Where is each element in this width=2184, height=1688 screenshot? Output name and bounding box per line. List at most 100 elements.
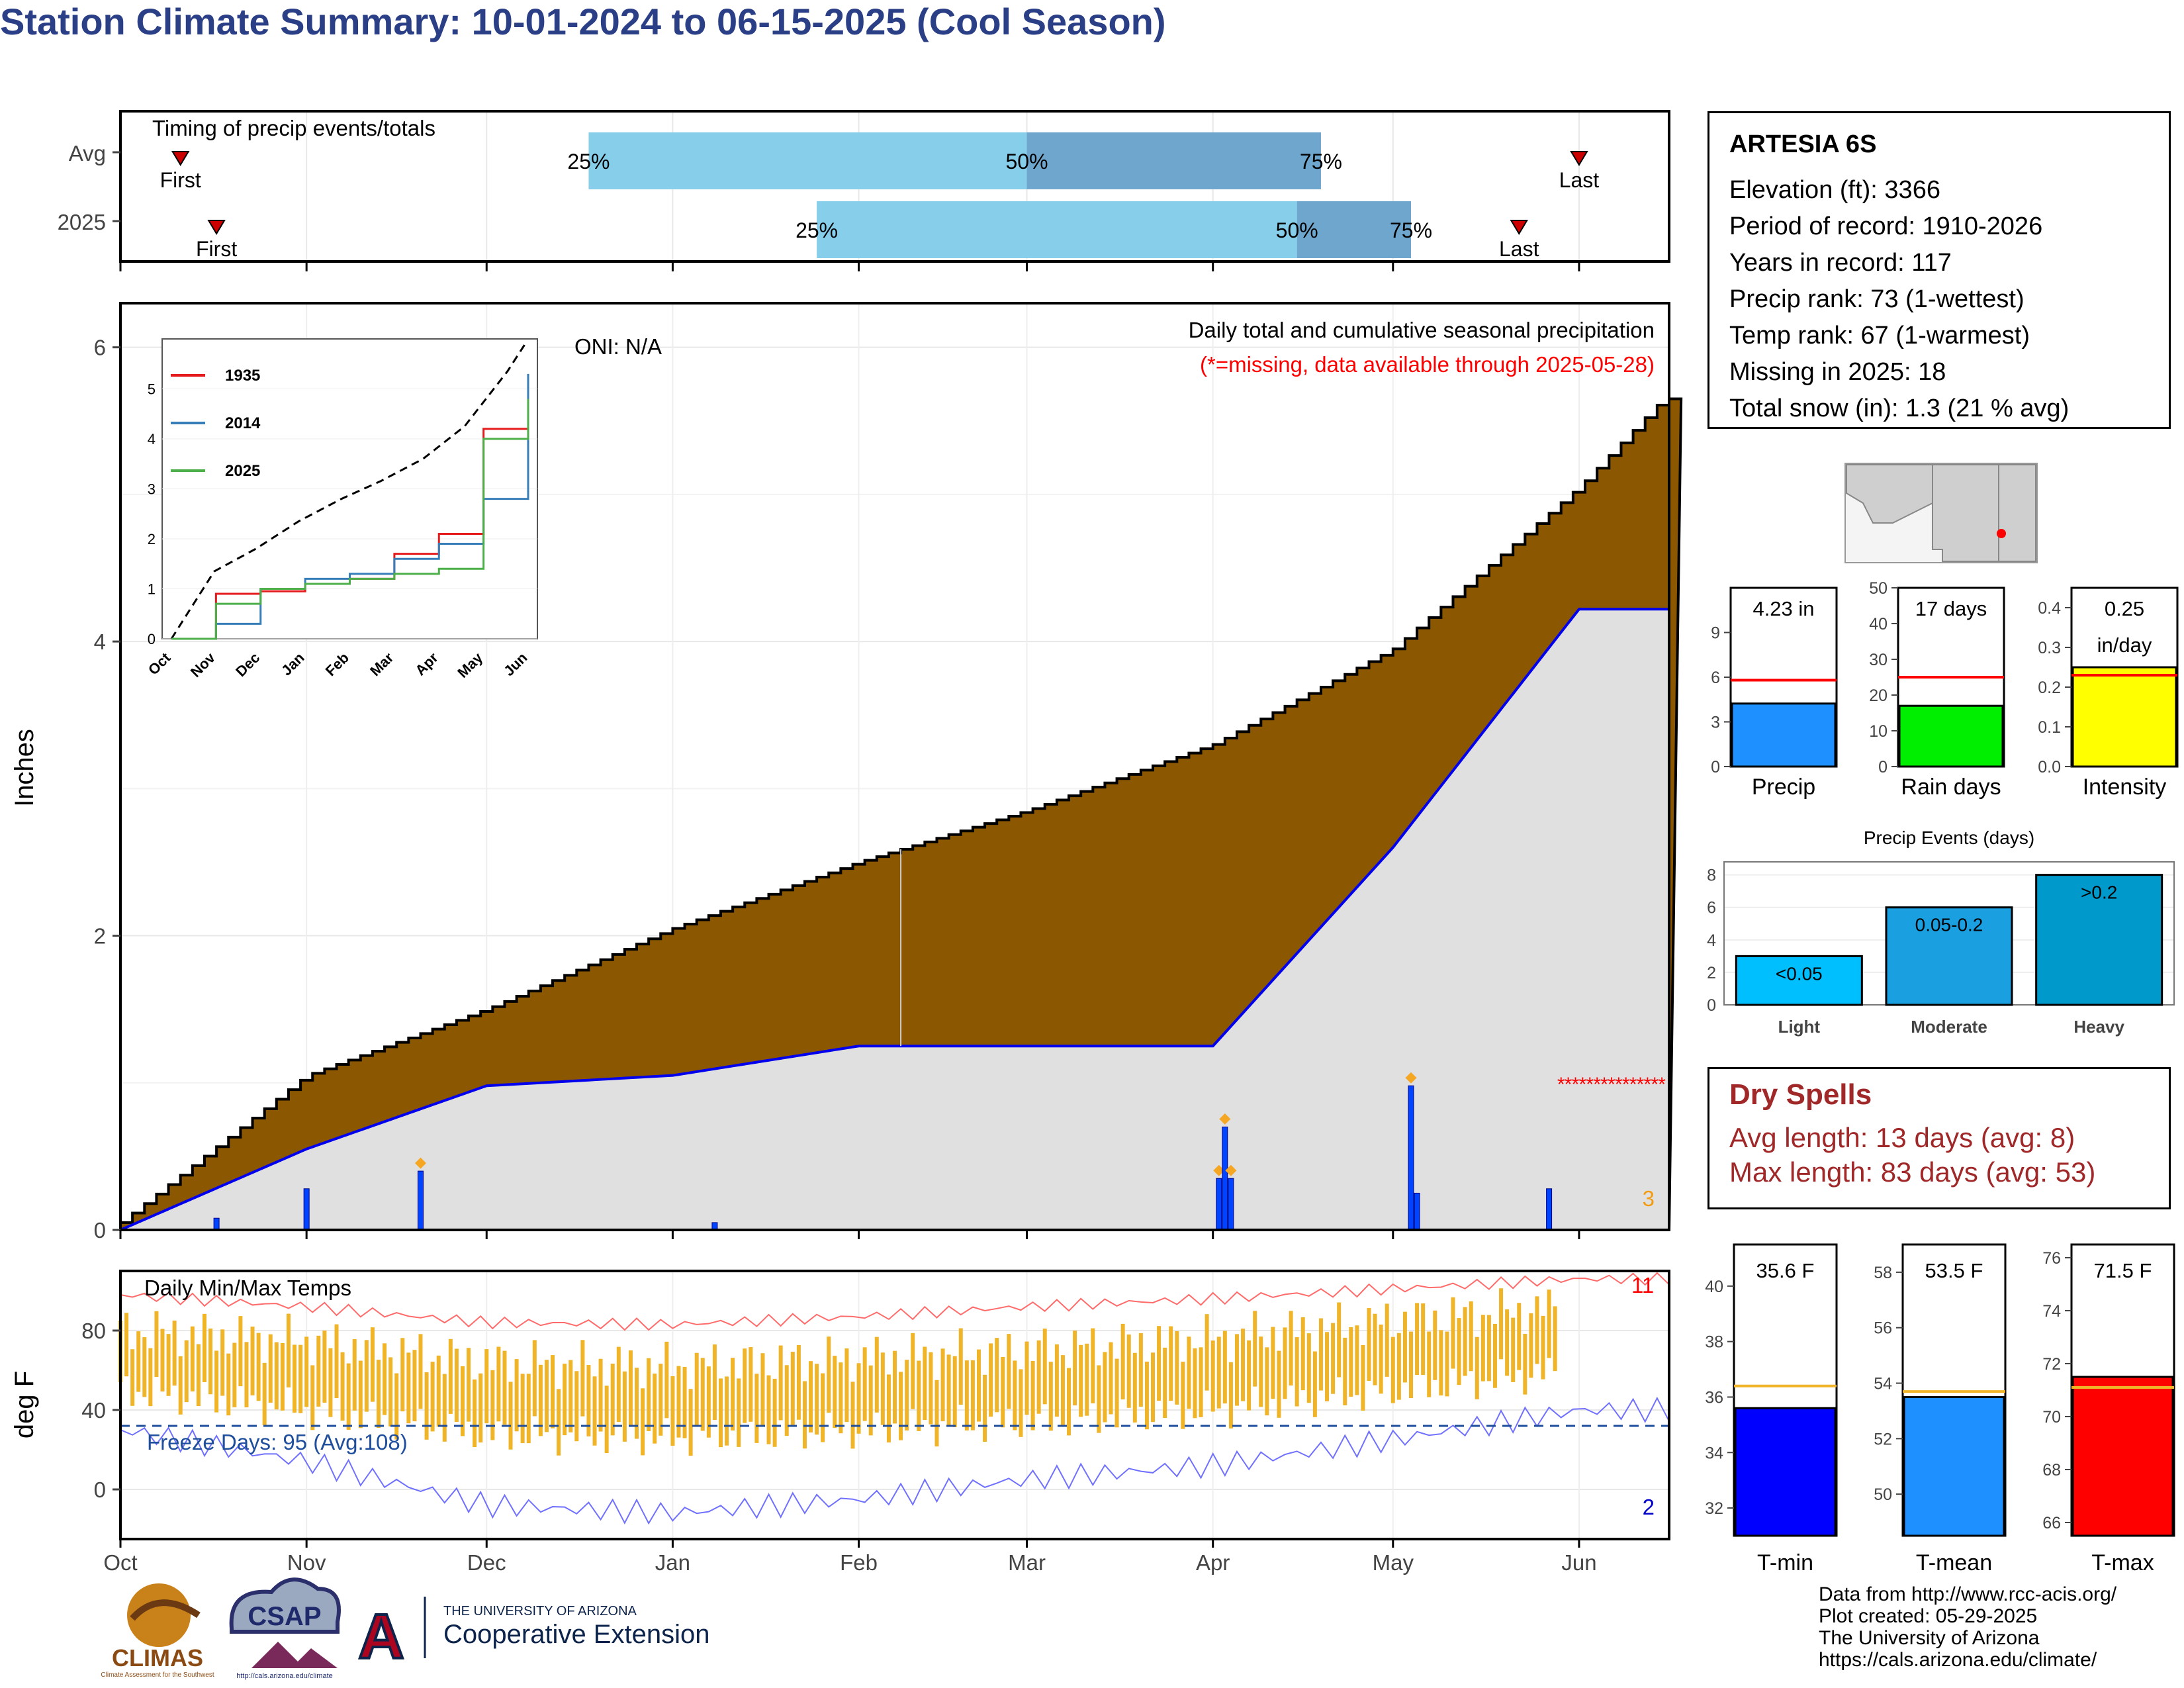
missing-marker-icon: *	[1593, 1074, 1601, 1096]
daily-temp-bar	[1457, 1318, 1461, 1385]
timing-p50-label: 50%	[1006, 150, 1048, 173]
daily-temp-bar	[184, 1340, 189, 1403]
daily-temp-bar	[496, 1346, 501, 1422]
daily-temp-bar	[1259, 1336, 1263, 1407]
missing-marker-icon: *	[1579, 1074, 1587, 1096]
inset-ytick-label: 5	[148, 381, 156, 398]
daily-temp-bar	[454, 1348, 459, 1423]
temp-ytick-label: 40	[81, 1398, 106, 1423]
daily-temp-bar	[1349, 1327, 1353, 1397]
daily-precip-bar	[1228, 1178, 1234, 1231]
month-label: Dec	[467, 1550, 506, 1575]
daily-temp-bar	[430, 1362, 435, 1432]
daily-temp-bar	[694, 1352, 699, 1427]
last-label: Last	[1499, 237, 1539, 261]
daily-temp-bar	[473, 1379, 477, 1448]
temp-count-low: 2	[1643, 1495, 1655, 1519]
daily-temp-bar	[334, 1324, 339, 1399]
freeze-label: Freeze Days: 95 (Avg:108)	[147, 1430, 408, 1454]
raindays-ytick-label: 40	[1869, 615, 1888, 633]
temp-ytick-label: 80	[81, 1319, 106, 1343]
csap-url: http://cals.arizona.edu/climate	[236, 1672, 333, 1680]
daily-temp-bar	[754, 1374, 759, 1443]
daily-temp-bar	[1325, 1332, 1330, 1401]
daily-temp-bar	[917, 1360, 921, 1431]
missing-marker-icon: *	[1615, 1074, 1623, 1096]
daily-temp-bar	[262, 1362, 267, 1426]
first-label: First	[160, 168, 201, 192]
record-low-line	[120, 1396, 1670, 1525]
daily-temp-bar	[1048, 1362, 1053, 1431]
page-title: Station Climate Summary: 10-01-2024 to 0…	[0, 1, 1166, 42]
daily-temp-bar	[226, 1353, 231, 1416]
month-label: Jan	[655, 1550, 690, 1575]
temp-title: Daily Min/Max Temps	[144, 1276, 351, 1300]
daily-temp-bar	[1253, 1311, 1257, 1387]
precip-panel: * * * * * * * * * * * * * * * Daily total and cumulati…	[10, 302, 1683, 1243]
daily-temp-bar	[298, 1344, 303, 1413]
daily-temp-bar	[1175, 1331, 1179, 1405]
precip-title: Daily total and cumulative seasonal prec…	[1189, 318, 1655, 342]
timing-bar-q2	[817, 201, 1297, 258]
daily-temp-bar	[551, 1355, 555, 1429]
info-precip-rank: Precip rank: 73 (1-wettest)	[1729, 285, 2025, 313]
daily-temp-bar	[586, 1365, 591, 1436]
daily-temp-bar	[868, 1365, 873, 1436]
daily-temp-bar	[790, 1352, 795, 1425]
daily-temp-bar	[442, 1374, 447, 1442]
daily-temp-bar	[1013, 1360, 1017, 1430]
daily-temp-bar	[862, 1347, 867, 1421]
intensity-ytick-label: 0.1	[2038, 718, 2061, 737]
info-missing: Missing in 2025: 18	[1729, 358, 1946, 386]
oni-label: ONI: N/A	[574, 334, 662, 359]
daily-temp-bar	[911, 1333, 915, 1409]
daily-temp-bar	[850, 1382, 855, 1449]
daily-temp-bar	[610, 1363, 615, 1436]
precip-ytick-label: 2	[94, 924, 106, 949]
daily-temp-bar	[574, 1371, 579, 1442]
daily-temp-bar	[1318, 1318, 1323, 1391]
month-label: Oct	[103, 1550, 137, 1575]
daily-temp-bar	[1181, 1362, 1185, 1429]
inset-ytick-label: 4	[148, 431, 156, 447]
daily-temp-bar	[1222, 1331, 1227, 1404]
missing-marker-icon: *	[1565, 1074, 1572, 1096]
map-state-texas	[1998, 464, 2036, 562]
daily-temp-bar	[1396, 1333, 1401, 1400]
climas-swoosh-icon	[130, 1599, 201, 1621]
daily-temp-bar	[653, 1374, 657, 1444]
daily-temp-bar	[712, 1344, 717, 1421]
tmean-ytick-label: 58	[1874, 1264, 1892, 1282]
daily-temp-bar	[1312, 1351, 1317, 1417]
tmin-ytick-label: 40	[1705, 1278, 1723, 1296]
tmax-ytick-label: 72	[2042, 1355, 2061, 1374]
month-label: Apr	[1196, 1550, 1230, 1575]
data-source-footer: Data from http://www.rcc-acis.org/ Plot …	[1819, 1583, 2116, 1671]
intensity-ytick-label: 0.4	[2038, 599, 2061, 618]
daily-temp-bar	[1205, 1314, 1209, 1391]
daily-temp-bar	[940, 1348, 945, 1422]
daily-temp-bar	[322, 1331, 327, 1403]
daily-temp-bar	[1115, 1358, 1119, 1428]
daily-temp-bar	[400, 1338, 405, 1412]
daily-temp-bar	[958, 1328, 963, 1405]
inset-ytick-label: 2	[148, 531, 156, 547]
daily-temp-bar	[388, 1357, 393, 1427]
daily-temp-bar	[364, 1340, 369, 1412]
tmax-ytick-label: 76	[2042, 1249, 2061, 1268]
daily-temp-bar	[676, 1366, 681, 1438]
tmax-ytick-label: 70	[2042, 1408, 2061, 1427]
daily-temp-bar	[178, 1356, 183, 1415]
tmean-bar	[1903, 1395, 2005, 1537]
raindays-value-label: 17 days	[1915, 597, 1987, 620]
daily-precip-bar	[417, 1170, 424, 1231]
precip-axis-label: Precip	[1752, 774, 1815, 800]
tmax-bar	[2071, 1376, 2174, 1537]
daily-temp-bar	[731, 1358, 735, 1430]
timing-panel: 25% 50% 75% First Last 25% 50% 75% First Last Tim…	[58, 110, 1670, 271]
daily-temp-bar	[514, 1359, 519, 1432]
daily-temp-bar	[274, 1342, 279, 1410]
inset-ytick-label: 0	[148, 631, 156, 647]
daily-temp-bar	[1007, 1334, 1011, 1409]
daily-precip-bar	[1414, 1192, 1420, 1231]
